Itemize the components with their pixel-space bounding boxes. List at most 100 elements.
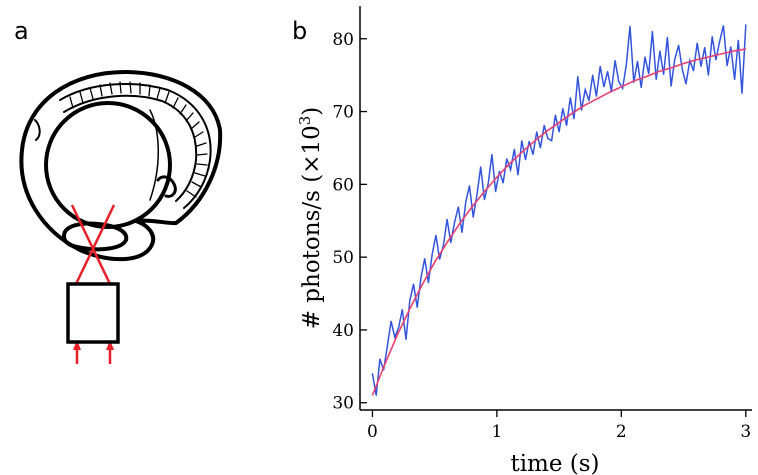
laser-beam-left (74, 204, 116, 285)
data-point (461, 231, 463, 233)
somite-band-inner (63, 94, 198, 202)
y-tick-label: 40 (332, 321, 354, 341)
data-point (502, 182, 504, 184)
data-point (528, 140, 530, 142)
x-tick-label: 0 (367, 422, 378, 442)
data-point (573, 118, 575, 120)
data-point (588, 100, 590, 102)
data-point (707, 74, 710, 76)
data-point (648, 73, 650, 75)
arrow-up-icon (106, 340, 114, 350)
data-point (371, 373, 373, 375)
data-point (435, 234, 437, 236)
tail-outline (156, 175, 177, 198)
panel-a: a (14, 17, 223, 364)
data-point (715, 59, 717, 61)
laser-beams (70, 204, 116, 364)
data-point (644, 56, 646, 58)
data-point (681, 68, 683, 70)
data-point (607, 70, 609, 73)
data-point (629, 25, 631, 27)
data-point (663, 73, 665, 75)
objective-box (66, 282, 120, 344)
data-point (517, 174, 519, 176)
y-tick-label: 80 (332, 30, 354, 50)
data-point (584, 89, 586, 91)
plot-axes (359, 6, 752, 411)
data-point (383, 369, 385, 371)
x-tick-label: 3 (740, 422, 751, 442)
yolk-inner-fold (149, 109, 159, 201)
data-point (483, 199, 485, 201)
data-point (726, 65, 728, 67)
data-point (659, 50, 661, 52)
x-tick-label: 1 (491, 422, 502, 442)
embryo-body-outline (19, 70, 223, 262)
data-point (558, 131, 560, 133)
data-point (562, 108, 564, 110)
data-point (390, 320, 392, 322)
data-point (401, 308, 403, 311)
x-tick-label: 2 (616, 422, 627, 442)
data-point (610, 90, 613, 92)
y-axis-title: # photons/s (×103) (296, 107, 325, 330)
data-point (539, 147, 542, 149)
series-measured (371, 24, 747, 396)
arrow-up-icon (73, 340, 81, 350)
data-point (409, 300, 411, 302)
data-point (465, 201, 467, 203)
data-point (592, 74, 594, 76)
data-point (427, 282, 429, 284)
data-point (487, 183, 489, 185)
data-point (536, 131, 538, 133)
data-point (454, 221, 456, 223)
data-point (696, 42, 698, 44)
x-ticks: 0 1 2 3 (367, 410, 751, 442)
imaging-region (62, 221, 129, 252)
data-point (692, 70, 695, 72)
y-axis-title-end: ) (299, 107, 325, 116)
data-point (386, 345, 388, 347)
data-point (379, 358, 381, 360)
data-point (420, 276, 422, 279)
data-point (551, 140, 553, 142)
data-point (398, 327, 400, 329)
yolk-circle (44, 101, 172, 229)
data-point (416, 306, 418, 308)
data-point (636, 60, 639, 62)
data-point (622, 87, 624, 89)
data-point (614, 60, 616, 62)
data-point (468, 185, 471, 187)
data-point (480, 166, 482, 168)
data-point (670, 85, 672, 87)
embryo-illustration (19, 70, 223, 262)
data-point (655, 78, 657, 81)
data-point (730, 46, 732, 48)
data-point (442, 244, 444, 247)
data-point (491, 153, 493, 156)
data-point (685, 83, 687, 85)
series-fit (371, 48, 746, 396)
data-point (375, 394, 377, 396)
data-point (554, 114, 557, 116)
data-point (394, 336, 396, 338)
data-point (580, 109, 583, 111)
data-point (510, 169, 512, 171)
panel-b-label: b (292, 17, 307, 45)
data-point (457, 206, 459, 208)
data-point (595, 95, 598, 97)
data-point (532, 153, 534, 156)
data-point (599, 65, 601, 67)
data-point (431, 253, 433, 255)
data-point (412, 283, 415, 285)
head-detail (34, 119, 41, 141)
data-point (651, 30, 654, 33)
x-axis-title: time (s) (510, 451, 599, 475)
panel-b: b 30 40 50 60 70 80 0 1 2 3 time (s) # photons/s… (292, 6, 752, 475)
data-point (625, 64, 627, 66)
y-tick-label: 50 (332, 248, 354, 268)
data-point (446, 218, 448, 220)
data-point (439, 258, 441, 260)
data-point (495, 191, 497, 193)
